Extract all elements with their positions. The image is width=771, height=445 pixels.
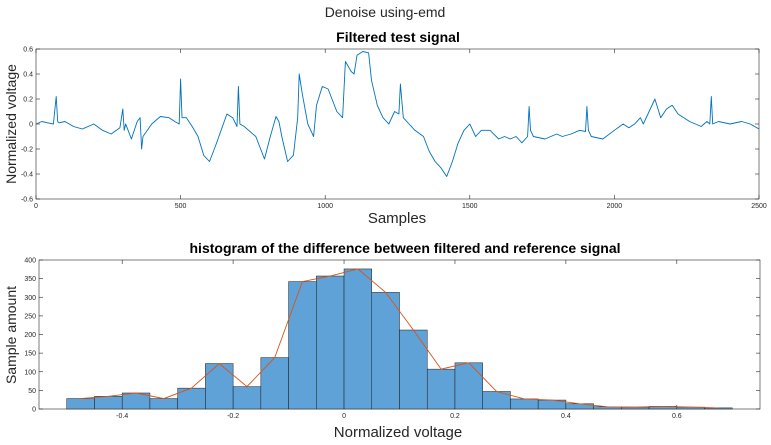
x-tick-label: 0.6 — [672, 413, 682, 420]
histogram-bar — [316, 275, 345, 410]
signal-plot-ylabel: Normalized voltage — [3, 64, 19, 184]
y-tick-label: 200 — [24, 332, 36, 339]
histogram-bar — [371, 292, 400, 410]
histogram-bar — [66, 398, 95, 410]
histogram-bar — [510, 398, 539, 410]
x-tick-label: 1500 — [462, 203, 478, 210]
histogram-plot-data — [66, 268, 733, 410]
y-tick-label: 100 — [24, 369, 36, 376]
histogram-plot-xlabel: Normalized voltage — [334, 424, 462, 441]
signal-line — [35, 51, 760, 177]
y-tick-label: 0.6 — [23, 47, 33, 54]
signal-plot-xlabel: Samples — [368, 210, 426, 227]
signal-plot-data — [35, 51, 760, 177]
histogram-bar — [205, 363, 234, 410]
y-tick-label: 400 — [24, 258, 36, 265]
histogram-bar — [288, 281, 317, 410]
y-tick-label: 0.4 — [23, 72, 33, 79]
y-tick-label: 300 — [24, 295, 36, 302]
x-tick-label: 0.4 — [561, 413, 571, 420]
x-tick-label: 1000 — [317, 203, 333, 210]
histogram-bar — [343, 268, 373, 410]
x-tick-label: 0.2 — [450, 413, 460, 420]
histogram-plot-ylabel: Sample amount — [3, 286, 19, 384]
figure-suptitle: Denoise using-emd — [325, 4, 446, 20]
y-tick-label: 50 — [28, 388, 36, 395]
y-tick-label: 0.2 — [23, 97, 33, 104]
x-tick-label: 2000 — [607, 203, 623, 210]
histogram-bar — [149, 398, 178, 410]
y-tick-label: -0.4 — [21, 172, 33, 179]
histogram-bar — [260, 357, 289, 410]
histogram-plot-ticks: -0.4 -0.2 0 0.2 0.4 0.6 0 50 100 150 200 250 300 350 4… — [24, 258, 760, 420]
signal-plot-title: Filtered test signal — [336, 29, 460, 45]
histogram-bar — [426, 368, 456, 410]
histogram-bar — [232, 386, 262, 410]
histogram-bar — [94, 396, 123, 410]
y-tick-label: 0 — [32, 407, 36, 414]
y-tick-label: -0.6 — [21, 197, 33, 204]
y-tick-label: 150 — [24, 351, 36, 358]
x-tick-label: 0 — [342, 413, 346, 420]
signal-plot-ticks: 0 500 1000 1500 2000 2500 -0.6 -0.4 -0.2 0 0.2 0.4 0… — [21, 47, 767, 211]
histogram-bar — [177, 387, 206, 410]
x-tick-label: -0.2 — [227, 413, 239, 420]
density-curve — [80, 268, 719, 409]
histogram-plot-title: histogram of the difference between filt… — [190, 240, 621, 256]
histogram-bar — [704, 407, 733, 410]
y-tick-label: 350 — [24, 276, 36, 283]
histogram-plot: histogram of the difference between filt… — [3, 240, 761, 441]
x-tick-label: 500 — [175, 203, 187, 210]
y-tick-label: 250 — [24, 313, 36, 320]
y-tick-label: -0.2 — [21, 147, 33, 154]
y-tick-label: 0 — [29, 122, 33, 129]
histogram-bar — [399, 329, 428, 410]
histogram-bar — [454, 362, 483, 410]
x-tick-label: 0 — [34, 203, 38, 210]
x-tick-label: -0.4 — [116, 413, 128, 420]
signal-plot: Filtered test signal 0 500 1000 1500 2000 250… — [3, 29, 767, 227]
signal-plot-axes-box — [35, 48, 760, 200]
x-tick-label: 2500 — [751, 203, 767, 210]
